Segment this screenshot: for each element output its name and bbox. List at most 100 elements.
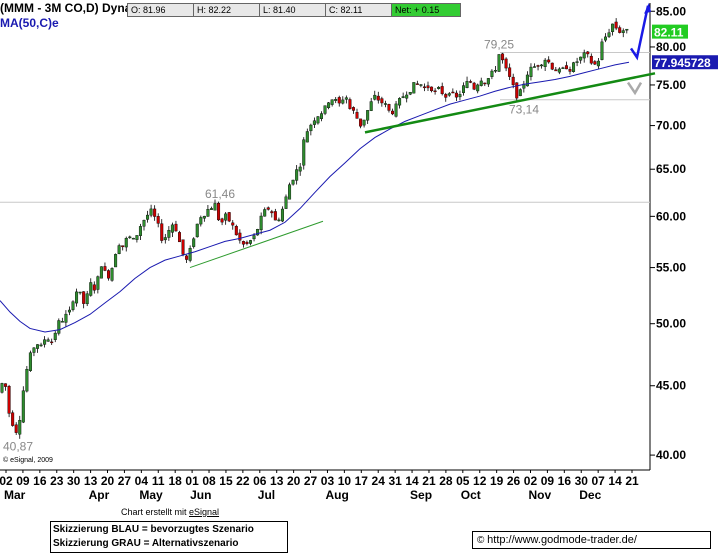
candle-body — [447, 93, 451, 96]
candle-body — [114, 254, 118, 268]
candle-body — [394, 103, 398, 117]
x-day-label: 14 — [405, 474, 419, 488]
moving-average — [0, 61, 630, 333]
candlesticks — [0, 18, 629, 439]
candle-body — [586, 51, 590, 55]
source-url-box[interactable]: © http://www.godmode-trader.de/ — [472, 531, 711, 549]
candle-body — [344, 97, 348, 100]
candle-body — [387, 103, 391, 111]
trend-line — [189, 220, 324, 269]
candle-body — [575, 61, 579, 63]
y-tick-label: 55.00 — [656, 261, 686, 275]
x-day-label: 10 — [338, 474, 352, 488]
x-day-label: 27 — [304, 474, 318, 488]
close-value: C: 82.11 — [325, 3, 393, 17]
candle-body — [206, 209, 210, 217]
candle-body — [508, 67, 512, 77]
candle-body — [341, 99, 345, 104]
candle-body — [96, 276, 100, 290]
candle-body — [302, 139, 306, 166]
candle-body — [604, 36, 608, 41]
candle-body — [625, 28, 629, 31]
x-day-label: 27 — [118, 474, 132, 488]
x-month-label: May — [139, 488, 163, 502]
y-tick-label: 45.00 — [656, 379, 686, 393]
x-day-label: 18 — [169, 474, 183, 488]
candle-body — [291, 179, 295, 185]
candle-body — [401, 96, 405, 98]
trend-line — [364, 72, 656, 134]
candle-body — [167, 230, 171, 238]
source-url[interactable]: http://www.godmode-trader.de/ — [487, 534, 637, 546]
candle-body — [383, 103, 387, 105]
candle-body — [266, 207, 270, 210]
x-month-label: Dec — [579, 488, 601, 502]
candle-body — [248, 240, 252, 244]
net-change-value: Net: + 0.15 — [391, 3, 461, 17]
candle-body — [185, 255, 189, 260]
x-month-label: Mar — [4, 488, 26, 502]
esignal-link[interactable]: eSignal — [189, 507, 220, 517]
x-day-label: 09 — [16, 474, 30, 488]
candle-body — [110, 268, 114, 281]
copyright-note: © eSignal, 2009 — [3, 457, 53, 464]
candle-body — [170, 224, 174, 233]
x-day-label: 14 — [608, 474, 622, 488]
scenario-blue-line — [629, 5, 650, 61]
candle-body — [284, 196, 288, 209]
ma-price-tag — [652, 55, 718, 70]
open-value: O: 81.96 — [127, 3, 195, 17]
scenario-grey-line — [626, 81, 643, 96]
candle-body — [85, 293, 89, 305]
candle-body — [138, 226, 142, 236]
candle-body — [380, 98, 384, 104]
price-annotation: 79,25 — [484, 37, 514, 51]
candle-body — [330, 99, 334, 105]
candle-body — [579, 56, 583, 61]
last-price-label: 82.11 — [654, 26, 684, 40]
candle-body — [121, 245, 125, 248]
candle-body — [483, 82, 487, 85]
y-tick-label: 75.00 — [656, 78, 686, 92]
candle-body — [561, 67, 565, 69]
x-day-label: 01 — [185, 474, 199, 488]
candle-body — [78, 291, 82, 294]
x-day-label: 21 — [625, 474, 639, 488]
candle-body — [359, 118, 363, 127]
x-day-label: 19 — [490, 474, 504, 488]
candle-body — [323, 105, 327, 114]
candle-body — [149, 208, 153, 216]
candle-body — [305, 131, 309, 143]
last-price-tag — [652, 24, 688, 39]
x-day-label: 24 — [372, 474, 386, 488]
candle-body — [337, 97, 341, 104]
candle-body — [92, 284, 96, 291]
price-annotation: 40,87 — [3, 439, 33, 453]
x-month-label: Nov — [528, 488, 551, 502]
candle-body — [493, 70, 497, 72]
candle-body — [0, 383, 4, 393]
candle-body — [217, 203, 221, 221]
candle-body — [64, 313, 68, 323]
candle-body — [366, 110, 370, 121]
candle-body — [504, 58, 508, 69]
candle-body — [273, 211, 277, 221]
candle-body — [128, 236, 132, 239]
y-tick-label: 60.00 — [656, 209, 686, 223]
chart-credit: Chart erstellt mit eSignal — [121, 507, 219, 517]
candle-body — [536, 65, 540, 67]
candle-body — [4, 383, 8, 387]
candle-body — [593, 61, 597, 65]
x-day-label: 30 — [575, 474, 589, 488]
candle-body — [234, 226, 238, 236]
candle-body — [18, 420, 22, 435]
candle-body — [195, 223, 199, 238]
candle-body — [543, 59, 547, 67]
x-day-label: 09 — [541, 474, 555, 488]
ma-price-label: 77.945728 — [654, 56, 711, 70]
candle-body — [351, 107, 355, 111]
candle-body — [288, 184, 292, 200]
candle-body — [25, 368, 29, 392]
price-annotation: 61,46 — [205, 187, 235, 201]
candle-body — [550, 62, 554, 70]
